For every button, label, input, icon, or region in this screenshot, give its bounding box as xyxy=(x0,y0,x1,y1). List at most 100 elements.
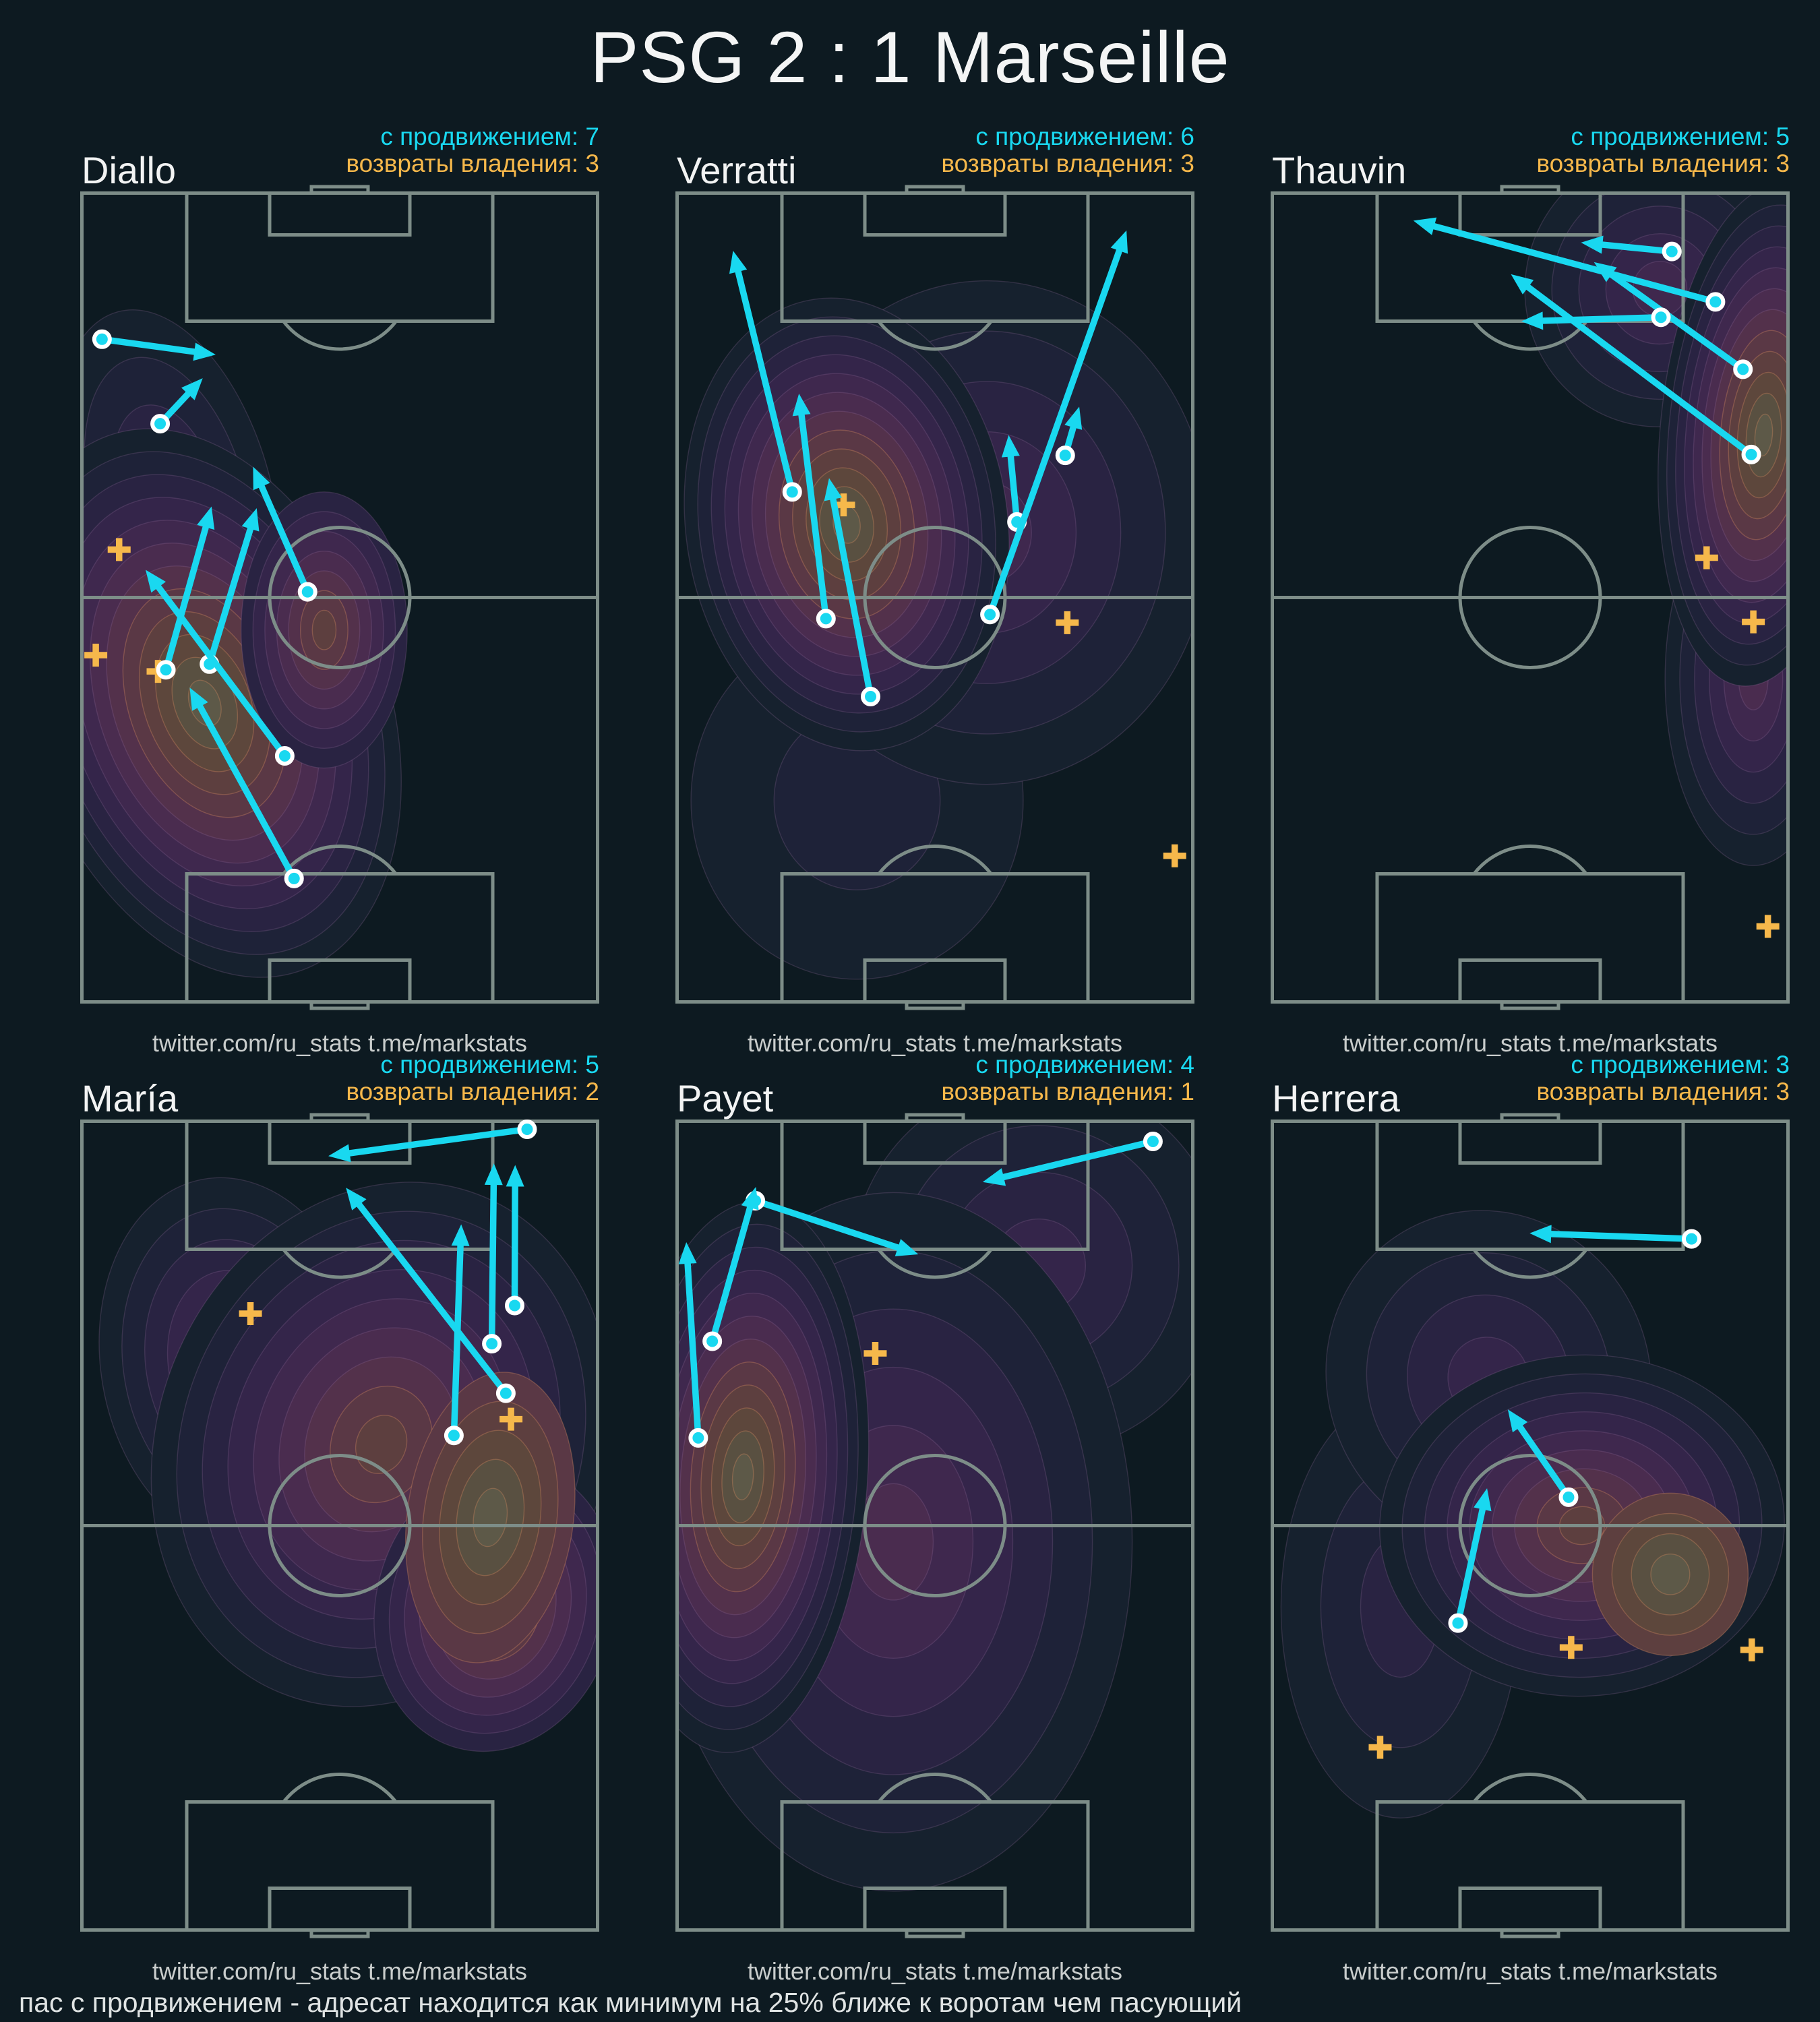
panel-footer: twitter.com/ru_stats t.me/markstats xyxy=(1342,1029,1718,1057)
progressive-passes-stat: с продвижением: 4 xyxy=(975,1051,1194,1078)
pass-line xyxy=(1006,443,1021,526)
arrowhead-icon xyxy=(1529,1225,1552,1244)
panel-footer: twitter.com/ru_stats t.me/markstats xyxy=(152,1957,528,1985)
pitch-map xyxy=(675,1113,1194,1938)
pass-line xyxy=(511,1173,518,1309)
pass-origin-dot xyxy=(1651,307,1671,328)
pass-arrows xyxy=(328,1119,537,1446)
plus-marker-icon xyxy=(1756,915,1780,938)
pass-line xyxy=(450,1233,464,1439)
pitch-markings xyxy=(675,1113,1194,1938)
pass-origin-dot xyxy=(284,868,304,888)
pass-origin-dot xyxy=(156,660,176,680)
player-name: Thauvin xyxy=(1272,149,1407,191)
pass-line xyxy=(752,1197,911,1254)
pass-line xyxy=(991,1138,1157,1183)
player-name: María xyxy=(82,1077,179,1120)
arrowhead-icon xyxy=(729,250,748,274)
pass-line xyxy=(1600,266,1747,373)
panel-footer: twitter.com/ru_stats t.me/markstats xyxy=(1342,1957,1718,1985)
arrowhead-icon xyxy=(982,1168,1006,1186)
pass-origin-dot xyxy=(495,1383,516,1403)
pass-origin-dot xyxy=(782,482,802,502)
pass-line xyxy=(1511,1416,1572,1501)
arrowhead-icon xyxy=(894,1239,919,1256)
possession-recoveries-stat: возвраты владения: 3 xyxy=(941,150,1194,177)
pass-line xyxy=(797,402,830,622)
pass-origin-dot xyxy=(517,1119,537,1139)
recovery-markers xyxy=(1695,546,1780,938)
bottom-goal xyxy=(1500,1000,1560,1010)
arrowhead-icon xyxy=(484,1163,503,1186)
arrowhead-icon xyxy=(1507,1409,1528,1433)
plus-marker-icon xyxy=(1742,610,1765,634)
pass-origin-dot xyxy=(1055,446,1075,466)
bottom-goal xyxy=(1500,1928,1560,1938)
pass-origin-dot xyxy=(1662,241,1682,262)
arrowhead-icon xyxy=(1110,230,1128,254)
arrowhead-icon xyxy=(741,1187,759,1211)
plus-marker-icon xyxy=(1056,611,1079,634)
panel-footer: twitter.com/ru_stats t.me/markstats xyxy=(152,1029,528,1057)
arrowhead-icon xyxy=(1474,1488,1492,1512)
pitch-markings xyxy=(1271,185,1790,1010)
arrowhead-icon xyxy=(506,1165,524,1187)
pitch-map xyxy=(1271,1113,1790,1938)
possession-recoveries-stat: возвраты владения: 3 xyxy=(1536,150,1790,177)
plus-marker-icon xyxy=(1163,844,1186,867)
progressive-passes-stat: с продвижением: 7 xyxy=(380,123,599,150)
pitch-markings xyxy=(1271,1113,1790,1938)
arrowhead-icon xyxy=(792,394,811,417)
pitch-map xyxy=(675,185,1194,1010)
plus-marker-icon xyxy=(499,1407,523,1431)
player-name: Payet xyxy=(677,1077,774,1120)
arrowhead-icon xyxy=(824,478,843,501)
top-goal xyxy=(905,185,965,195)
pass-origin-dot xyxy=(150,414,171,434)
arrowhead-icon xyxy=(678,1242,697,1264)
pitch-map xyxy=(80,185,599,1010)
pass-origin-dot xyxy=(1448,1613,1468,1633)
arrowhead-icon xyxy=(1064,406,1083,430)
progressive-pass-definition: пас с продвижением - адресат находится к… xyxy=(19,1987,1242,2018)
possession-recoveries-stat: возвраты владения: 3 xyxy=(1536,1078,1790,1105)
plus-marker-icon xyxy=(1368,1736,1392,1759)
pitch-panel: с продвижением: 4 возвраты владения: 1 P… xyxy=(675,1051,1194,1986)
pass-line xyxy=(1455,1496,1488,1626)
pass-origin-dot xyxy=(816,609,836,629)
pass-arrows xyxy=(729,230,1128,707)
pass-origin-dot xyxy=(1741,444,1761,464)
arrowhead-icon xyxy=(146,570,166,593)
pitch-panel: с продвижением: 7 возвраты владения: 3 D… xyxy=(80,123,599,1058)
pass-line xyxy=(337,1126,530,1158)
top-goal xyxy=(309,1113,370,1123)
bottom-goal xyxy=(905,1928,965,1938)
pass-line xyxy=(733,259,795,495)
pass-origin-dot xyxy=(688,1428,708,1448)
arrowhead-icon xyxy=(253,466,270,491)
arrowhead-icon xyxy=(1001,435,1020,458)
possession-recoveries-stat: возвраты владения: 2 xyxy=(346,1078,599,1105)
panel-footer: twitter.com/ru_stats t.me/markstats xyxy=(747,1957,1123,1985)
pass-origin-dot xyxy=(702,1331,723,1351)
plus-marker-icon xyxy=(239,1301,262,1325)
pass-line xyxy=(986,239,1126,618)
pass-arrows xyxy=(1448,1225,1701,1633)
pass-line xyxy=(1589,240,1675,255)
pitch-panel: с продвижением: 3 возвраты владения: 3 H… xyxy=(1271,1051,1790,1986)
pitch-panel: с продвижением: 5 возвраты владения: 2 M… xyxy=(80,1051,599,1986)
pass-line xyxy=(162,515,212,673)
top-goal xyxy=(1500,1113,1560,1123)
pass-origin-dot xyxy=(1705,292,1726,312)
heatmap-contours xyxy=(675,1120,1194,1892)
arrowhead-icon xyxy=(181,378,203,400)
progressive-passes-stat: с продвижением: 3 xyxy=(1571,1051,1790,1078)
pitch-map xyxy=(1271,185,1790,1010)
bottom-goal xyxy=(309,1928,370,1938)
pass-origin-dot xyxy=(980,605,1000,625)
recovery-markers xyxy=(863,1342,887,1366)
possession-recoveries-stat: возвраты владения: 1 xyxy=(941,1078,1194,1105)
plus-marker-icon xyxy=(107,538,131,561)
pitch-panel: с продвижением: 6 возвраты владения: 3 V… xyxy=(675,123,1194,1058)
pass-origin-dot xyxy=(444,1426,464,1446)
